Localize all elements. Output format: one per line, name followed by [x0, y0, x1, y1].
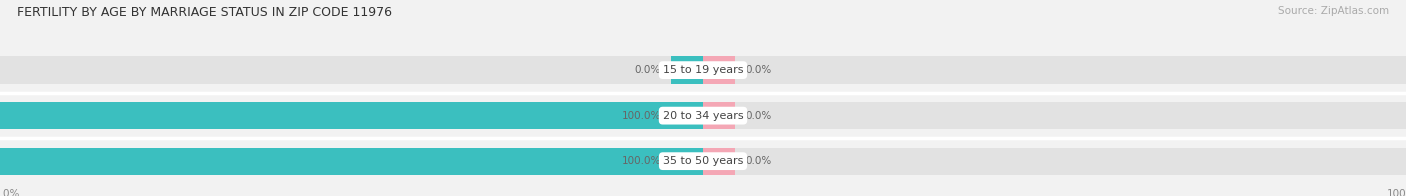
- Text: 0.0%: 0.0%: [745, 111, 772, 121]
- Bar: [0, 148, 703, 175]
- Bar: [0, 56, 703, 84]
- Bar: [0, 102, 703, 129]
- Bar: [0, 148, 703, 175]
- Bar: [703, 102, 1406, 129]
- Text: FERTILITY BY AGE BY MARRIAGE STATUS IN ZIP CODE 11976: FERTILITY BY AGE BY MARRIAGE STATUS IN Z…: [17, 6, 392, 19]
- Text: Source: ZipAtlas.com: Source: ZipAtlas.com: [1278, 6, 1389, 16]
- Text: 0.0%: 0.0%: [745, 156, 772, 166]
- Bar: [703, 102, 734, 129]
- Bar: [703, 56, 734, 84]
- Text: 100.0%: 100.0%: [621, 111, 661, 121]
- Text: 15 to 19 years: 15 to 19 years: [662, 65, 744, 75]
- Bar: [672, 56, 703, 84]
- Bar: [703, 56, 1406, 84]
- Text: 20 to 34 years: 20 to 34 years: [662, 111, 744, 121]
- Bar: [703, 148, 1406, 175]
- Text: 0.0%: 0.0%: [745, 65, 772, 75]
- Bar: [0, 102, 703, 129]
- Bar: [703, 148, 734, 175]
- Text: 35 to 50 years: 35 to 50 years: [662, 156, 744, 166]
- Bar: [672, 102, 703, 129]
- Text: 0.0%: 0.0%: [634, 65, 661, 75]
- Text: 100.0%: 100.0%: [621, 156, 661, 166]
- Bar: [672, 148, 703, 175]
